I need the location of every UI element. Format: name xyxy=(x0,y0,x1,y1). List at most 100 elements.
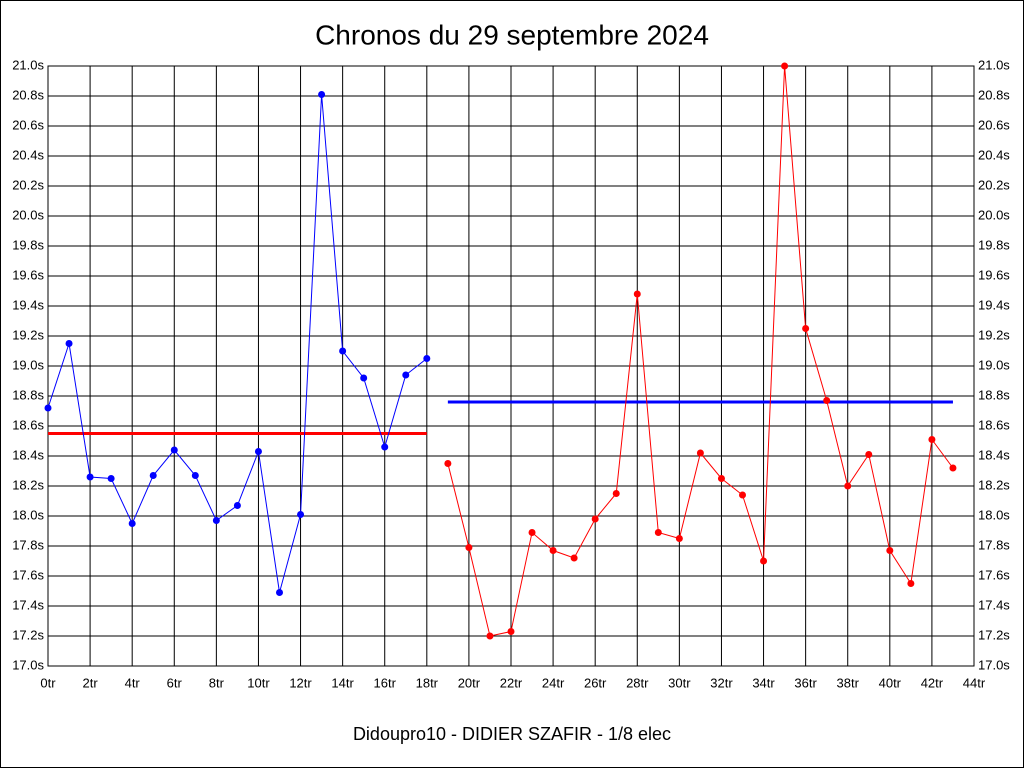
data-point xyxy=(739,491,746,499)
x-tick-label: 40tr xyxy=(879,675,902,690)
chart-subtitle: Didoupro10 - DIDIER SZAFIR - 1/8 elec xyxy=(353,724,671,744)
y-tick-label: 18.6s xyxy=(12,417,44,432)
x-tick-label: 16tr xyxy=(374,675,397,690)
y-tick-label: 20.2s xyxy=(12,177,44,192)
x-tick-label: 34tr xyxy=(752,675,775,690)
data-point xyxy=(486,632,494,640)
y-tick-label: 18.2s xyxy=(12,477,44,492)
data-point xyxy=(276,589,283,596)
data-point xyxy=(254,448,262,455)
data-point xyxy=(570,554,578,562)
data-point xyxy=(823,397,831,404)
x-tick-label: 30tr xyxy=(668,675,691,690)
x-tick-label: 8tr xyxy=(209,675,225,690)
y2-tick-label: 20.0s xyxy=(978,207,1010,222)
y2-tick-label: 19.2s xyxy=(978,327,1010,342)
x-tick-label: 14tr xyxy=(331,675,354,690)
x-tick-label: 44tr xyxy=(963,675,986,690)
data-point xyxy=(886,547,894,554)
data-point xyxy=(107,475,115,482)
data-point xyxy=(781,62,789,70)
x-tick-label: 2tr xyxy=(83,675,99,690)
data-point xyxy=(696,449,704,457)
data-point xyxy=(86,473,94,481)
y-tick-label: 17.8s xyxy=(12,537,44,552)
y-tick-label: 20.0s xyxy=(12,207,44,222)
y2-tick-label: 19.8s xyxy=(978,237,1010,252)
y-tick-label: 21.0s xyxy=(12,57,44,72)
y-tick-label: 17.4s xyxy=(12,597,44,612)
y-tick-label: 19.6s xyxy=(12,267,44,282)
x-tick-label: 32tr xyxy=(710,675,733,690)
y-tick-label: 20.8s xyxy=(12,87,44,102)
y-tick-label: 20.4s xyxy=(12,147,44,162)
x-tick-label: 6tr xyxy=(167,675,183,690)
y2-tick-label: 21.0s xyxy=(978,57,1010,72)
y2-tick-label: 18.4s xyxy=(978,447,1010,462)
y2-tick-label: 18.6s xyxy=(978,417,1010,432)
y-tick-label: 17.0s xyxy=(12,657,44,672)
data-point xyxy=(928,436,936,443)
x-tick-label: 12tr xyxy=(289,675,312,690)
data-point xyxy=(465,544,473,551)
data-point xyxy=(381,443,389,451)
data-point xyxy=(549,547,557,554)
x-tick-label: 38tr xyxy=(837,675,860,690)
data-point xyxy=(591,515,599,523)
y2-tick-label: 19.0s xyxy=(978,357,1010,372)
y2-tick-label: 20.4s xyxy=(978,147,1010,162)
data-point xyxy=(297,511,305,518)
y2-tick-label: 20.2s xyxy=(978,177,1010,192)
y2-tick-label: 18.2s xyxy=(978,477,1010,492)
y-tick-label: 20.6s xyxy=(12,117,44,132)
y2-tick-label: 19.6s xyxy=(978,267,1010,282)
data-point xyxy=(360,374,368,382)
y-tick-label: 19.2s xyxy=(12,327,44,342)
data-point xyxy=(44,404,52,412)
y-tick-label: 18.0s xyxy=(12,507,44,522)
x-tick-label: 24tr xyxy=(542,675,565,690)
data-point xyxy=(444,460,452,467)
chart-title: Chronos du 29 septembre 2024 xyxy=(315,19,709,50)
data-point xyxy=(865,451,873,458)
y2-tick-label: 20.6s xyxy=(978,117,1010,132)
data-point xyxy=(507,628,515,635)
data-point xyxy=(528,529,536,536)
y2-tick-label: 17.4s xyxy=(978,597,1010,612)
y2-tick-label: 19.4s xyxy=(978,297,1010,312)
data-point xyxy=(802,325,810,332)
data-point xyxy=(633,290,641,298)
x-tick-label: 10tr xyxy=(247,675,270,690)
x-tick-label: 28tr xyxy=(626,675,649,690)
data-point xyxy=(128,520,136,527)
data-point xyxy=(760,557,768,565)
x-tick-label: 26tr xyxy=(584,675,607,690)
data-point xyxy=(339,347,347,355)
data-point xyxy=(844,482,852,490)
data-point xyxy=(717,475,725,482)
y2-tick-label: 18.0s xyxy=(978,507,1010,522)
y2-tick-label: 18.8s xyxy=(978,387,1010,402)
x-tick-label: 4tr xyxy=(125,675,141,690)
data-point xyxy=(149,472,157,479)
data-point xyxy=(949,464,957,472)
y-tick-label: 19.0s xyxy=(12,357,44,372)
data-point xyxy=(612,490,620,497)
data-point xyxy=(212,517,220,524)
y-tick-label: 18.8s xyxy=(12,387,44,402)
x-tick-label: 22tr xyxy=(500,675,523,690)
y-tick-label: 19.4s xyxy=(12,297,44,312)
x-tick-label: 42tr xyxy=(921,675,944,690)
data-point xyxy=(423,355,431,362)
y2-tick-label: 17.8s xyxy=(978,537,1010,552)
data-point xyxy=(233,502,241,509)
y2-tick-label: 17.6s xyxy=(978,567,1010,582)
y2-tick-label: 17.2s xyxy=(978,627,1010,642)
data-point xyxy=(654,529,662,536)
data-point xyxy=(191,472,199,479)
x-tick-label: 36tr xyxy=(794,675,817,690)
x-tick-label: 20tr xyxy=(458,675,481,690)
y-tick-label: 18.4s xyxy=(12,447,44,462)
